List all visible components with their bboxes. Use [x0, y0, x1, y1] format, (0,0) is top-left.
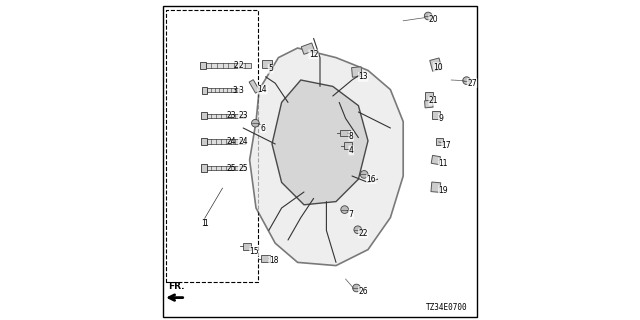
- Text: 5: 5: [268, 64, 273, 73]
- Bar: [344, 142, 352, 149]
- Bar: [207, 139, 245, 144]
- Text: 15: 15: [250, 247, 259, 256]
- Polygon shape: [351, 67, 362, 77]
- Polygon shape: [435, 138, 443, 145]
- Text: 16: 16: [366, 175, 376, 184]
- Bar: [261, 255, 270, 262]
- Circle shape: [360, 171, 368, 178]
- Text: 10: 10: [434, 63, 444, 72]
- Text: 25: 25: [227, 164, 236, 172]
- Bar: [340, 130, 349, 136]
- Text: 24: 24: [239, 137, 248, 146]
- Polygon shape: [432, 111, 440, 119]
- Polygon shape: [431, 156, 440, 164]
- Text: 1: 1: [204, 220, 208, 228]
- Text: 2: 2: [239, 61, 243, 70]
- Polygon shape: [301, 43, 314, 54]
- Circle shape: [424, 12, 432, 20]
- Polygon shape: [429, 58, 442, 71]
- Circle shape: [354, 226, 362, 234]
- Bar: [201, 112, 207, 119]
- Text: 26: 26: [358, 287, 368, 296]
- Bar: [201, 164, 207, 172]
- Polygon shape: [424, 100, 433, 108]
- Text: 6: 6: [261, 124, 266, 132]
- Text: 11: 11: [438, 159, 448, 168]
- Polygon shape: [250, 48, 403, 266]
- Bar: [207, 88, 239, 92]
- Text: 18: 18: [269, 256, 278, 265]
- Text: 3: 3: [233, 86, 238, 95]
- Bar: [201, 138, 207, 145]
- Polygon shape: [272, 80, 368, 205]
- Text: 23: 23: [227, 111, 236, 120]
- Text: 17: 17: [442, 141, 451, 150]
- Polygon shape: [425, 92, 433, 100]
- Text: 1: 1: [201, 220, 205, 228]
- Text: 13: 13: [358, 72, 368, 81]
- Text: 2: 2: [233, 61, 238, 70]
- Text: 24: 24: [227, 137, 236, 146]
- Polygon shape: [249, 80, 260, 93]
- Bar: [207, 114, 245, 118]
- Bar: [206, 63, 251, 68]
- Text: 14: 14: [258, 85, 268, 94]
- Text: FR.: FR.: [168, 282, 184, 291]
- Bar: [207, 166, 245, 170]
- Bar: [202, 87, 207, 94]
- Bar: [243, 243, 251, 250]
- Text: 23: 23: [239, 111, 248, 120]
- Polygon shape: [431, 182, 441, 192]
- Text: 3: 3: [239, 86, 243, 95]
- Text: 7: 7: [349, 210, 354, 219]
- Circle shape: [341, 206, 348, 213]
- Polygon shape: [262, 60, 272, 68]
- Circle shape: [252, 119, 259, 127]
- Text: 12: 12: [309, 50, 318, 59]
- Text: TZ34E0700: TZ34E0700: [426, 303, 467, 312]
- Circle shape: [463, 77, 470, 84]
- Text: 21: 21: [429, 96, 438, 105]
- Text: 25: 25: [239, 164, 248, 172]
- Text: 27: 27: [467, 79, 477, 88]
- Text: 4: 4: [349, 146, 354, 155]
- Text: 22: 22: [358, 229, 368, 238]
- Text: 9: 9: [438, 114, 444, 123]
- Circle shape: [353, 284, 360, 292]
- Bar: [200, 62, 206, 69]
- Text: 20: 20: [429, 15, 438, 24]
- Text: 8: 8: [349, 132, 353, 140]
- Text: 19: 19: [438, 186, 448, 195]
